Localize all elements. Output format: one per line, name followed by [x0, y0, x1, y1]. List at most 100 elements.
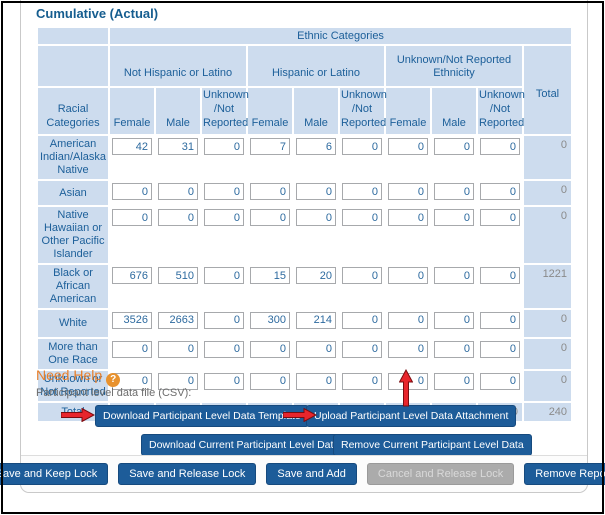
sub-header-female: Female	[386, 88, 430, 135]
need-help-label: Need Help	[36, 367, 103, 383]
save-release-lock-button[interactable]: Save and Release Lock	[118, 463, 257, 485]
row-label: American Indian/Alaska Native	[38, 136, 108, 180]
value-input[interactable]	[112, 138, 152, 156]
group-header-unknown: Unknown/Not Reported Ethnicity	[386, 46, 522, 86]
value-input[interactable]	[250, 311, 290, 329]
row-total: 0	[524, 207, 572, 264]
value-input[interactable]	[296, 372, 336, 390]
value-input[interactable]	[250, 340, 290, 358]
value-input[interactable]	[296, 209, 336, 227]
save-and-add-button[interactable]: Save and Add	[266, 463, 357, 485]
value-input[interactable]	[158, 209, 198, 227]
grand-total-cell: 240	[524, 402, 572, 421]
row-label: Asian	[38, 181, 108, 206]
value-input[interactable]	[204, 183, 244, 201]
value-input[interactable]	[296, 267, 336, 285]
value-input[interactable]	[434, 138, 474, 156]
row-total: 0	[524, 309, 572, 337]
remove-report-button[interactable]: Remove Report	[524, 463, 605, 485]
value-input[interactable]	[388, 183, 428, 201]
value-input[interactable]	[204, 209, 244, 227]
value-input[interactable]	[434, 311, 474, 329]
value-input[interactable]	[250, 138, 290, 156]
value-input[interactable]	[388, 340, 428, 358]
remove-current-button[interactable]: Remove Current Participant Level Data	[333, 434, 532, 456]
value-input[interactable]	[250, 183, 290, 201]
value-input[interactable]	[112, 183, 152, 201]
value-input[interactable]	[434, 340, 474, 358]
download-template-button[interactable]: Download Participant Level Data Template	[95, 405, 309, 427]
csv-file-label: Participant level data file (CSV):	[36, 387, 192, 399]
red-arrow-right-icon	[61, 408, 95, 422]
red-arrow-right-icon	[283, 408, 317, 422]
need-help-heading: Need Help?	[36, 367, 121, 387]
value-input[interactable]	[434, 372, 474, 390]
value-input[interactable]	[480, 267, 520, 285]
value-input[interactable]	[204, 311, 244, 329]
value-input[interactable]	[204, 372, 244, 390]
sub-header-unknown: Unknown /Not Reported	[202, 88, 249, 135]
corner-cell	[38, 46, 108, 86]
value-input[interactable]	[112, 209, 152, 227]
value-input[interactable]	[480, 138, 520, 156]
value-input[interactable]	[204, 138, 244, 156]
header-row-groups: Not Hispanic or Latino Hispanic or Latin…	[38, 46, 572, 135]
value-input[interactable]	[342, 183, 382, 201]
value-input[interactable]	[342, 209, 382, 227]
value-input[interactable]	[388, 267, 428, 285]
row-label: More than One Race	[38, 338, 108, 369]
table-row: Unknown or Not Reported 0	[38, 370, 572, 401]
value-input[interactable]	[342, 340, 382, 358]
upload-attachment-button[interactable]: Upload Participant Level Data Attachment	[306, 405, 517, 427]
value-input[interactable]	[158, 267, 198, 285]
value-input[interactable]	[434, 183, 474, 201]
value-input[interactable]	[388, 311, 428, 329]
value-input[interactable]	[158, 138, 198, 156]
value-input[interactable]	[342, 372, 382, 390]
row-total: 0	[524, 136, 572, 180]
row-total: 0	[524, 338, 572, 369]
value-input[interactable]	[296, 138, 336, 156]
value-input[interactable]	[480, 340, 520, 358]
group-header-not-hispanic: Not Hispanic or Latino	[110, 46, 246, 86]
row-total: 0	[524, 181, 572, 206]
value-input[interactable]	[388, 138, 428, 156]
value-input[interactable]	[112, 340, 152, 358]
value-input[interactable]	[250, 209, 290, 227]
value-input[interactable]	[250, 372, 290, 390]
value-input[interactable]	[112, 267, 152, 285]
page-title: Cumulative (Actual)	[36, 6, 159, 21]
value-input[interactable]	[296, 183, 336, 201]
table-row: White 0	[38, 309, 572, 337]
value-input[interactable]	[204, 267, 244, 285]
value-input[interactable]	[342, 267, 382, 285]
value-input[interactable]	[388, 209, 428, 227]
value-input[interactable]	[158, 311, 198, 329]
value-input[interactable]	[112, 311, 152, 329]
ethnic-categories-header: Ethnic Categories	[110, 28, 572, 44]
download-current-button[interactable]: Download Current Participant Level Data	[141, 434, 348, 456]
row-total: 0	[524, 370, 572, 401]
value-input[interactable]	[158, 183, 198, 201]
sub-header-unknown: Unknown /Not Reported	[478, 88, 525, 135]
value-input[interactable]	[342, 311, 382, 329]
value-input[interactable]	[480, 372, 520, 390]
value-input[interactable]	[434, 267, 474, 285]
row-label: Native Hawaiian or Other Pacific Islande…	[38, 207, 108, 264]
sub-header-female: Female	[248, 88, 292, 135]
value-input[interactable]	[204, 340, 244, 358]
value-input[interactable]	[342, 138, 382, 156]
ethnic-racial-table: Ethnic Categories Not Hispanic or Latino…	[36, 26, 573, 423]
value-input[interactable]	[480, 183, 520, 201]
value-input[interactable]	[480, 209, 520, 227]
save-keep-lock-button[interactable]: Save and Keep Lock	[0, 463, 109, 485]
value-input[interactable]	[480, 311, 520, 329]
value-input[interactable]	[158, 340, 198, 358]
value-input[interactable]	[296, 311, 336, 329]
help-icon[interactable]: ?	[106, 373, 121, 387]
value-input[interactable]	[158, 372, 198, 390]
table-row: American Indian/Alaska Native 0	[38, 136, 572, 180]
value-input[interactable]	[250, 267, 290, 285]
value-input[interactable]	[434, 209, 474, 227]
value-input[interactable]	[296, 340, 336, 358]
